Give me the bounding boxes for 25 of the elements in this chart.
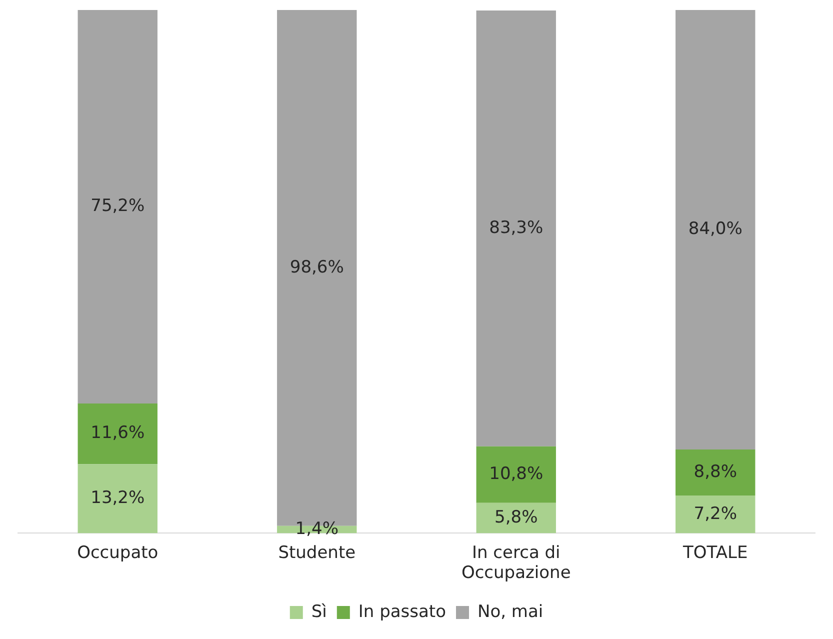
x-tick-label: TOTALE (682, 542, 748, 563)
bar (676, 10, 756, 450)
bar (476, 10, 556, 446)
x-tick-label: Occupato (77, 542, 158, 563)
x-tick-label: In cerca di Occupazione (461, 542, 571, 584)
bar (78, 10, 158, 404)
bar (676, 449, 756, 496)
legend-label: No, mai (477, 602, 544, 622)
bar (78, 464, 158, 534)
data-label: 83,3% (489, 218, 544, 238)
legend-label: In passato (358, 602, 446, 622)
bar (476, 446, 556, 503)
data-label: 10,8% (489, 464, 544, 484)
data-label: 7,2% (694, 504, 737, 524)
data-label: 11,6% (90, 423, 145, 444)
data-label: 98,6% (290, 257, 344, 278)
legend-label: Sì (311, 602, 327, 622)
data-label: 13,2% (90, 488, 145, 508)
bar (78, 403, 158, 464)
bar (676, 496, 756, 534)
data-label: 8,8% (694, 462, 737, 482)
data-label: 5,8% (494, 507, 538, 528)
data-label: 75,2% (90, 196, 145, 216)
x-tick-label: Studente (278, 542, 356, 563)
data-label: 84,0% (688, 219, 742, 240)
